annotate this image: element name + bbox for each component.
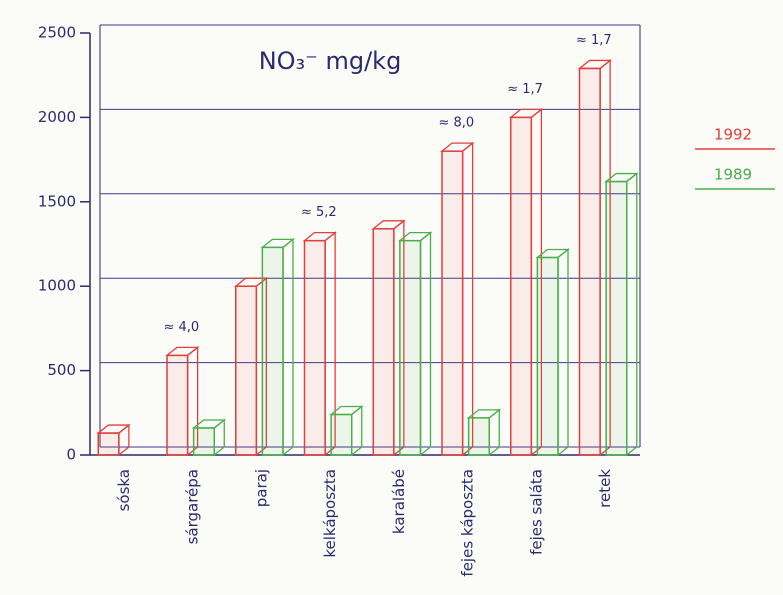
bar xyxy=(167,355,188,455)
x-tick-label: retek xyxy=(596,469,614,508)
bar xyxy=(98,433,119,455)
y-tick-label: 1000 xyxy=(38,277,76,295)
legend-label: 1989 xyxy=(714,166,752,184)
bar xyxy=(469,418,490,455)
x-tick-label: paraj xyxy=(252,469,270,507)
bar xyxy=(606,182,627,455)
bar xyxy=(580,68,601,455)
annotation: ≈ 5,2 xyxy=(301,205,337,220)
x-tick-label: kelkáposzta xyxy=(321,469,339,558)
x-tick-label: karalábé xyxy=(390,469,408,534)
bar xyxy=(442,151,463,455)
annotation: ≈ 1,7 xyxy=(507,82,543,97)
bar xyxy=(305,241,326,455)
bar xyxy=(236,286,257,455)
annotation: ≈ 8,0 xyxy=(438,116,474,131)
bar xyxy=(194,428,215,455)
bar xyxy=(331,414,352,455)
annotation: ≈ 1,7 xyxy=(576,33,612,48)
y-tick-label: 2000 xyxy=(38,108,76,126)
y-tick-label: 1500 xyxy=(38,192,76,210)
annotation: ≈ 4,0 xyxy=(163,320,199,335)
x-tick-label: fejes káposzta xyxy=(459,469,477,577)
chart-title: NO₃⁻ mg/kg xyxy=(259,47,402,75)
bar xyxy=(262,247,283,455)
x-tick-label: sóska xyxy=(115,469,133,511)
y-tick-label: 2500 xyxy=(38,24,76,42)
bar xyxy=(511,117,532,455)
y-tick-label: 500 xyxy=(47,361,76,379)
y-tick-label: 0 xyxy=(66,446,76,464)
x-tick-label: fejes saláta xyxy=(527,469,545,555)
x-tick-label: sárgarépa xyxy=(184,469,202,544)
bar xyxy=(400,241,421,455)
legend-label: 1992 xyxy=(714,126,752,144)
bar xyxy=(373,229,394,455)
bar xyxy=(537,258,558,455)
chart: NO₃⁻ mg/kg 0 500 1000 1500 2000 2500 sóska sárg… xyxy=(0,0,783,595)
